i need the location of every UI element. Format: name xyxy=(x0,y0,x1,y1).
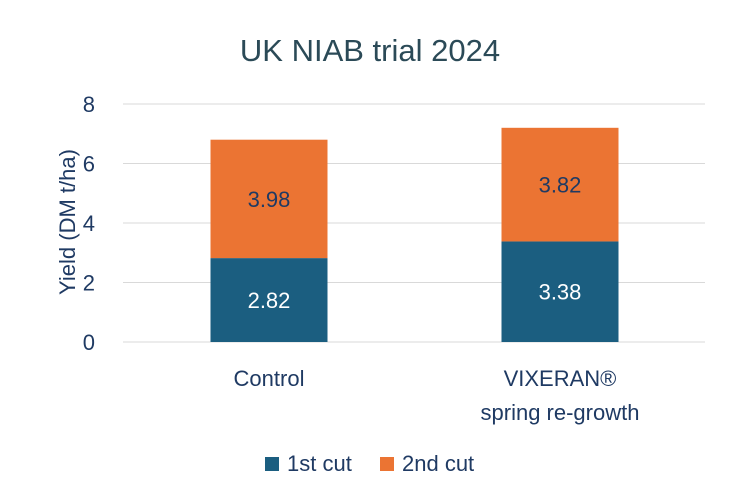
y-tick-label: 8 xyxy=(83,92,95,117)
bar-segment xyxy=(501,241,619,342)
category-label: Control xyxy=(234,366,305,391)
data-label: 3.98 xyxy=(248,187,291,212)
data-label: 2.82 xyxy=(248,288,291,313)
legend-swatch xyxy=(265,457,279,471)
legend-label: 1st cut xyxy=(287,451,352,476)
bar-segment xyxy=(210,258,328,342)
legend-swatch xyxy=(380,457,394,471)
data-label: 3.38 xyxy=(539,280,582,305)
y-tick-label: 4 xyxy=(83,211,95,236)
bars: 2.82 3.98 3.38 3.82 xyxy=(210,127,619,342)
y-axis-label: Yield (DM t/ha) xyxy=(55,149,80,295)
data-label: 3.82 xyxy=(539,173,582,198)
y-tick-label: 2 xyxy=(83,271,95,296)
bar-segment xyxy=(501,127,619,242)
category-label: spring re-growth xyxy=(481,400,640,425)
bar-segment xyxy=(210,139,328,259)
y-tick-label: 6 xyxy=(83,152,95,177)
legend-label: 2nd cut xyxy=(402,451,474,476)
chart-title: UK NIAB trial 2024 xyxy=(240,33,500,68)
y-axis-ticks: 0 2 4 6 8 xyxy=(83,92,95,355)
y-tick-label: 0 xyxy=(83,330,95,355)
category-labels: Control VIXERAN® spring re-growth xyxy=(234,366,640,425)
legend: 1st cut 2nd cut xyxy=(265,451,474,476)
category-label: VIXERAN® xyxy=(504,366,617,391)
